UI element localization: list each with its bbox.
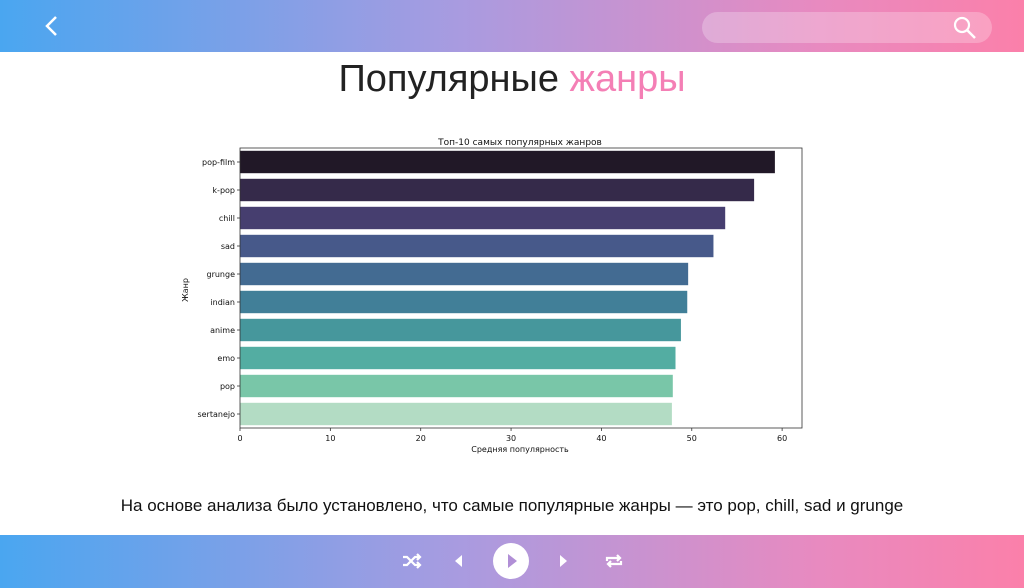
play-icon [508,554,517,568]
slide-caption: На основе анализа было установлено, что … [120,496,904,515]
x-tick-label: 60 [777,434,787,443]
repeat-icon[interactable] [601,548,627,574]
x-tick-label: 20 [416,434,426,443]
next-icon[interactable] [550,548,576,574]
search-icon[interactable] [952,15,978,41]
x-tick-label: 0 [237,434,242,443]
y-axis-label: Жанр [181,278,190,302]
bar-pop [240,374,673,398]
bar-emo [240,346,676,370]
x-tick-label: 30 [506,434,516,443]
y-tick-label: pop-film [202,158,235,167]
y-tick-label: pop [220,382,235,391]
y-tick-label: sad [221,242,235,251]
x-axis-label: Средняя популярность [471,445,569,454]
bar-anime [240,318,681,342]
y-tick-label: k-pop [212,186,235,195]
top-bar [0,0,1024,52]
y-tick-label: grunge [206,270,235,279]
bar-pop-film [240,150,775,174]
title-main: Популярные [338,58,570,100]
plot-frame [239,147,803,429]
back-chevron-icon[interactable] [40,14,64,38]
y-tick-label: emo [217,354,235,363]
bar-chill [240,206,726,230]
bar-grunge [240,262,689,286]
previous-icon[interactable] [446,548,472,574]
bar-indian [240,290,688,314]
play-button[interactable] [493,543,529,579]
search-input[interactable] [702,12,992,43]
y-tick-label: sertanejo [197,410,235,419]
title-accent: жанры [569,58,686,100]
bar-chart: Топ-10 самых популярных жанров Средняя п… [181,138,803,454]
chart-title: Топ-10 самых популярных жанров [437,138,602,148]
x-tick-label: 50 [687,434,697,443]
x-tick-label: 40 [596,434,606,443]
y-tick-label: chill [219,214,235,223]
bar-k-pop [240,178,755,202]
x-tick-label: 10 [325,434,335,443]
bar-sertanejo [240,402,672,426]
page-title: Популярные жанры [0,58,1024,101]
y-tick-label: indian [210,298,235,307]
shuffle-icon[interactable] [398,548,424,574]
bar-sad [240,234,714,258]
y-tick-label: anime [210,326,235,335]
